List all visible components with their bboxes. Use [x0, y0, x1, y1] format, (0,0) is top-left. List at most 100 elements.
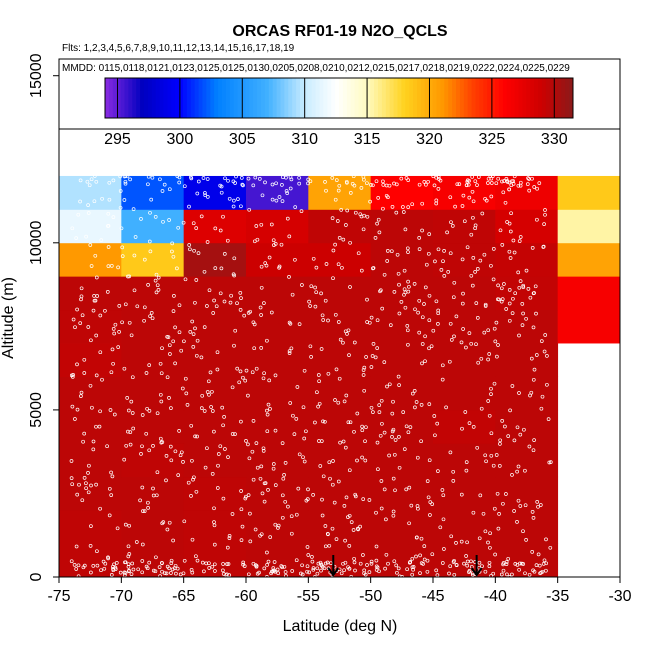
observation-point	[467, 195, 472, 200]
observation-point	[316, 373, 321, 377]
heatmap-cell	[433, 376, 496, 411]
observation-point	[333, 242, 337, 247]
observation-point	[176, 225, 181, 230]
observation-point	[486, 328, 491, 333]
observation-point	[486, 399, 491, 403]
observation-point	[422, 544, 427, 548]
observation-point	[444, 405, 448, 410]
observation-point	[100, 196, 104, 201]
observation-point	[120, 254, 125, 258]
observation-point	[155, 470, 160, 475]
observation-point	[417, 330, 422, 335]
observation-point	[221, 423, 225, 428]
observation-point	[470, 189, 475, 194]
observation-point	[547, 460, 552, 465]
observation-point	[395, 570, 399, 575]
observation-point	[414, 554, 418, 559]
observation-point	[276, 523, 281, 528]
observation-point	[252, 346, 257, 351]
observation-point	[548, 545, 553, 550]
observation-point	[454, 314, 459, 319]
observation-point	[464, 345, 468, 350]
observation-point	[385, 249, 390, 253]
observation-point	[518, 235, 523, 239]
observation-point	[530, 176, 534, 181]
heatmap-cell	[308, 476, 372, 511]
observation-point	[297, 452, 302, 457]
observation-point	[512, 250, 517, 255]
colorbar-segment	[288, 78, 293, 118]
observation-point	[497, 512, 501, 516]
observation-point	[246, 442, 250, 447]
observation-point	[355, 458, 359, 463]
observation-point	[306, 553, 311, 557]
observation-point	[258, 476, 263, 481]
observation-point	[391, 509, 396, 514]
observation-point	[433, 433, 437, 438]
observation-point	[88, 544, 93, 548]
colorbar-segment	[241, 78, 246, 118]
observation-point	[274, 198, 279, 203]
observation-point	[386, 561, 390, 566]
colorbar-segment	[218, 78, 223, 118]
observation-point	[475, 445, 480, 450]
observation-point	[261, 446, 266, 451]
observation-point	[89, 483, 93, 488]
observation-point	[367, 320, 372, 325]
heatmap-cell	[121, 510, 185, 544]
observation-point	[219, 190, 224, 195]
observation-point	[397, 574, 402, 579]
observation-point	[385, 384, 389, 389]
observation-point	[528, 393, 532, 398]
heatmap-cell	[59, 242, 122, 277]
observation-point	[365, 214, 370, 219]
observation-point	[531, 568, 535, 573]
observation-point	[203, 465, 208, 470]
heatmap-cell	[370, 510, 434, 544]
observation-point	[397, 282, 401, 287]
observation-point	[169, 561, 174, 565]
observation-point	[334, 367, 339, 372]
colorbar-segment	[534, 78, 539, 118]
observation-point	[541, 245, 546, 249]
observation-point	[178, 453, 183, 458]
observation-point	[299, 209, 304, 213]
observation-point	[448, 564, 453, 569]
colorbar-segment	[374, 78, 379, 118]
observation-point	[129, 333, 134, 338]
observation-point	[171, 254, 176, 259]
observation-point	[267, 255, 272, 260]
observation-point	[218, 291, 223, 296]
colorbar-segment	[346, 78, 352, 118]
observation-point	[333, 398, 337, 402]
observation-point	[459, 492, 464, 497]
observation-point	[457, 182, 462, 186]
x-tick-label: -30	[608, 588, 631, 605]
observation-point	[127, 274, 132, 279]
observation-point	[517, 333, 521, 338]
observation-point	[442, 547, 446, 551]
observation-point	[266, 559, 271, 564]
observation-point	[344, 495, 349, 500]
observation-point	[269, 569, 274, 574]
x-tick-label: -35	[546, 588, 569, 605]
observation-point	[365, 297, 369, 302]
observation-point	[223, 176, 227, 181]
observation-point	[289, 514, 294, 519]
observation-point	[158, 436, 163, 441]
observation-point	[89, 177, 94, 182]
observation-point	[438, 525, 443, 530]
observation-point	[123, 179, 128, 184]
observation-point	[130, 411, 135, 415]
heatmap-cell	[370, 543, 434, 578]
observation-point	[155, 283, 160, 288]
observation-point	[204, 561, 209, 566]
observation-point	[200, 560, 205, 565]
observation-point	[309, 355, 313, 359]
heatmap-cell	[433, 443, 496, 478]
observation-point	[370, 354, 375, 358]
observation-point	[282, 473, 286, 477]
observation-point	[449, 220, 453, 225]
observation-point	[113, 322, 118, 327]
observation-point	[394, 210, 399, 215]
